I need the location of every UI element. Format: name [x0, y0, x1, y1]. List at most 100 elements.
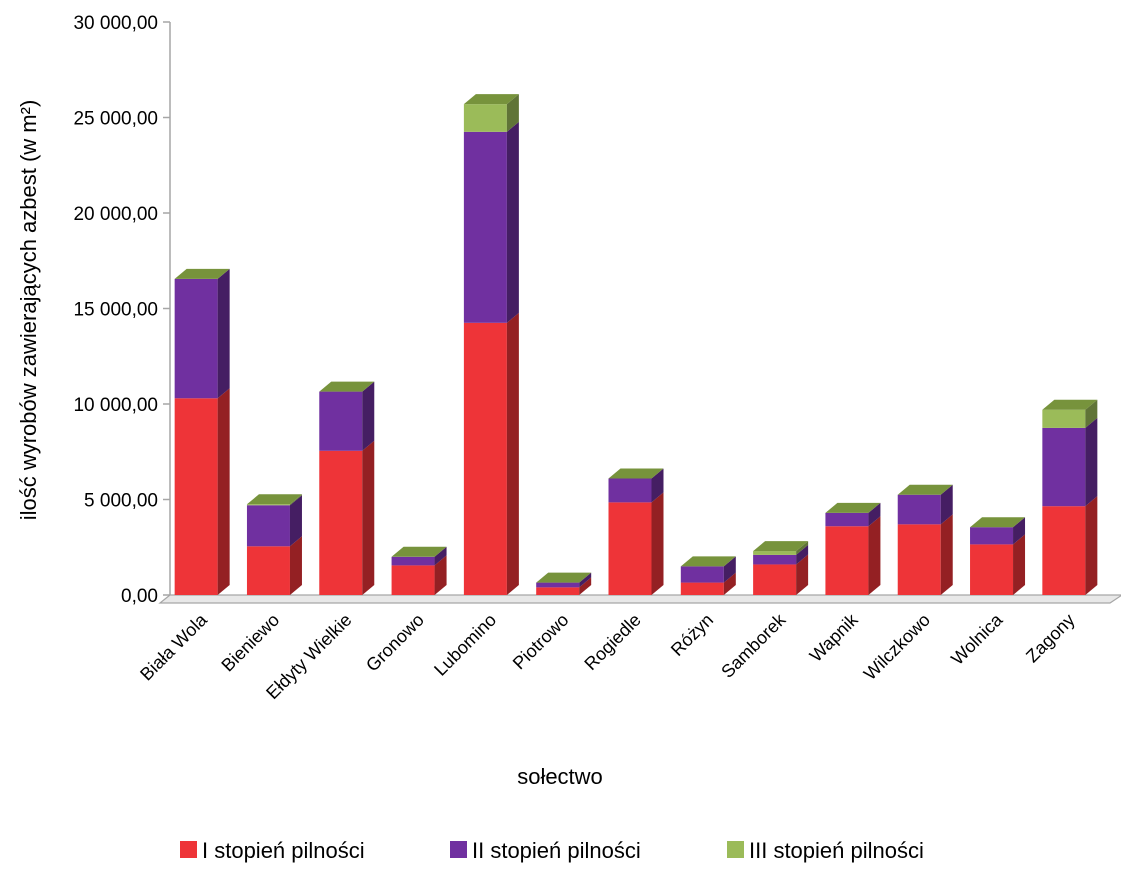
bar-segment-side: [868, 502, 881, 527]
bars: [174, 94, 1098, 595]
x-tick-label: Gronowo: [362, 610, 428, 676]
bar-segment-side: [723, 556, 736, 583]
bar-segment: [753, 554, 797, 565]
bar-segment: [680, 582, 724, 595]
y-tick-label: 15 000,00: [73, 300, 158, 321]
bar-top: [536, 572, 592, 583]
bar-segment-side: [217, 388, 230, 595]
legend: I stopień pilności II stopień pilności III…: [180, 838, 924, 863]
bar-segment: [463, 322, 507, 595]
bar-top: [825, 502, 881, 513]
bar-segment: [391, 565, 435, 595]
bar-stack: [753, 541, 809, 595]
bar-segment: [1042, 506, 1086, 595]
bar-top: [897, 484, 953, 495]
bar-segment-side: [723, 572, 736, 595]
bar-segment-side: [796, 544, 809, 565]
bar-segment-side: [506, 121, 519, 323]
bar-segment: [246, 504, 290, 506]
y-tick-label: 10 000,00: [73, 395, 158, 416]
bar-segment: [970, 527, 1014, 545]
bar-stack: [463, 94, 519, 595]
y-tick-label: 20 000,00: [73, 204, 158, 225]
bar-segment: [753, 551, 797, 555]
bar-segment-side: [796, 541, 809, 555]
bar-segment: [174, 278, 218, 399]
bar-segment: [897, 494, 941, 525]
bar-top: [753, 541, 809, 552]
bar-stack: [536, 572, 592, 595]
bar-top: [608, 468, 664, 479]
bar-segment-side: [362, 440, 375, 595]
bar-segment-side: [1085, 417, 1098, 507]
y-tick-label: 25 000,00: [73, 109, 158, 130]
bar-segment: [1042, 427, 1086, 507]
x-tick-label: Różyn: [667, 610, 717, 660]
legend-swatch: [727, 841, 744, 858]
bar-segment: [319, 391, 363, 451]
floor: [158, 594, 1121, 604]
bar-stack: [391, 546, 447, 595]
bar-top: [174, 268, 230, 279]
bar-segment-side: [434, 546, 447, 566]
x-tick-label: Zagony: [1022, 610, 1079, 667]
bar-segment-side: [579, 577, 592, 595]
bar-top: [680, 556, 736, 567]
bar-stack: [319, 381, 375, 595]
bar-segment-side: [1085, 399, 1098, 428]
y-tick-label: 30 000,00: [73, 13, 158, 34]
bar-segment-side: [1085, 496, 1098, 595]
legend-label: III stopień pilności: [749, 838, 924, 863]
bar-segment: [463, 131, 507, 323]
bar-segment: [174, 398, 218, 595]
x-tick-label: Samborek: [717, 609, 790, 682]
bar-segment-side: [1013, 517, 1026, 545]
bar-stack: [1042, 399, 1098, 595]
bar-top: [391, 546, 447, 557]
bar-segment-side: [434, 555, 447, 595]
y-tick-label: 5 000,00: [84, 491, 158, 512]
x-tick-label: Wolnica: [947, 609, 1007, 669]
bar-top: [970, 517, 1026, 528]
bar-segment: [608, 502, 652, 595]
bar-stack: [174, 268, 230, 595]
bar-stack: [680, 556, 736, 595]
bar-segment: [246, 546, 290, 595]
bar-segment-side: [362, 381, 375, 451]
legend-label: II stopień pilności: [472, 838, 641, 863]
x-tick-label: Wapnik: [806, 609, 863, 666]
bar-segment-side: [506, 94, 519, 132]
bar-segment: [825, 526, 869, 595]
bar-segment: [680, 566, 724, 583]
axes: [158, 21, 1121, 604]
bar-segment: [463, 104, 507, 132]
bar-segment: [536, 587, 580, 595]
x-tick-label: Biała Wola: [136, 609, 211, 684]
bar-segment-side: [796, 554, 809, 595]
bar-segment-side: [217, 268, 230, 399]
legend-item: II stopień pilności: [450, 838, 641, 863]
legend-item: III stopień pilności: [727, 838, 924, 863]
bar-segment: [246, 505, 290, 547]
x-tick-label: Bieniewo: [217, 610, 283, 676]
legend-swatch: [450, 841, 467, 858]
bar-segment: [608, 478, 652, 503]
bar-segment: [319, 450, 363, 595]
x-axis-label: sołectwo: [517, 764, 603, 789]
bar-segment: [1042, 409, 1086, 428]
y-axis-label: ilość wyrobów zawierających azbest (w m²…: [16, 100, 41, 521]
x-tick-label: Rogiedle: [580, 610, 644, 674]
x-tick-label: Wilczkowo: [860, 610, 934, 684]
bar-segment-side: [651, 492, 664, 595]
legend-item: I stopień pilności: [180, 838, 365, 863]
bar-top: [246, 494, 302, 505]
bar-segment-side: [289, 494, 302, 506]
bar-top: [463, 94, 519, 105]
bar-stack: [897, 484, 953, 595]
bar-top: [1042, 399, 1098, 410]
x-tick-label: Lubomino: [430, 610, 500, 680]
legend-swatch: [180, 841, 197, 858]
bar-segment: [536, 582, 580, 588]
